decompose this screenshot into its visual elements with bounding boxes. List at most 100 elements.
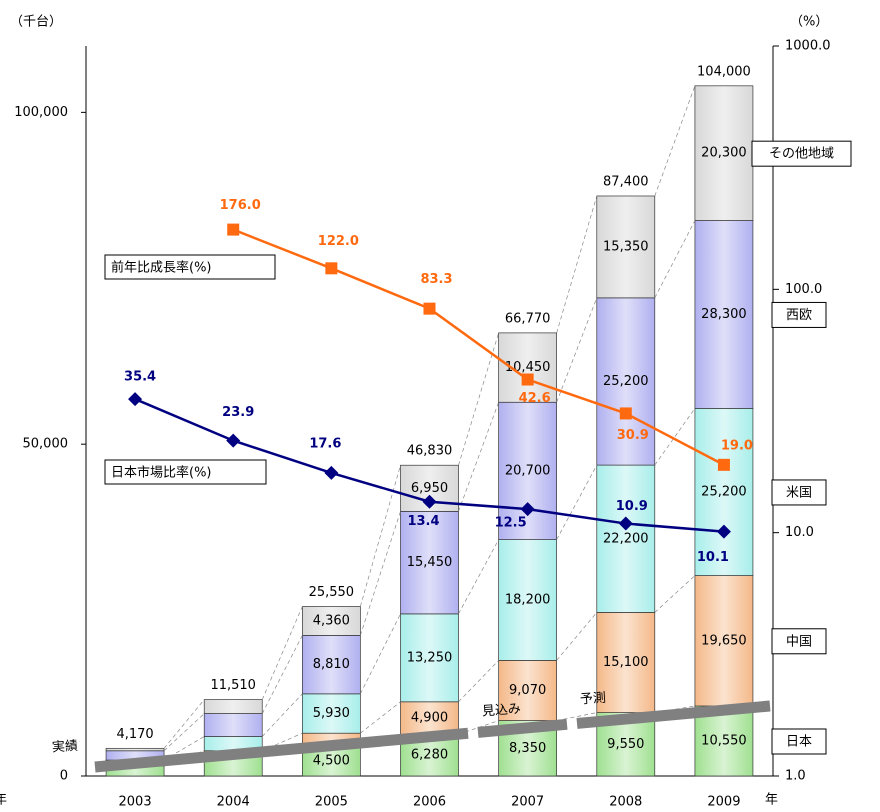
legend-box [771,728,827,755]
bar-value-label: 8,810 [313,657,350,672]
bar-segment [302,693,361,734]
y-tick-label: 0 [60,769,68,784]
total-label: 87,400 [603,174,649,189]
connector [654,85,696,197]
bar-value-label: 4,360 [313,613,350,628]
line-marker [128,392,143,407]
connector [163,713,205,752]
line-value-label: 10.1 [697,550,729,565]
line-value-label: 83.3 [420,272,452,287]
y2-axis-label: （%） [790,15,828,30]
legend-label: 中国 [786,634,812,649]
line-value-label: 13.4 [407,514,439,529]
line-marker [521,373,534,386]
bar-value-label: 4,500 [313,754,350,769]
line-value-label: 23.9 [222,405,254,420]
x-tick-label: 2006 [413,795,446,810]
bar-segment [498,332,557,403]
bar-segment [694,220,754,409]
x-tick-label: 2009 [707,795,740,810]
connector [261,693,303,737]
connector [556,195,598,333]
bar-value-label: 25,200 [701,484,747,499]
bar-value-label: 5,930 [313,706,350,721]
bar-value-label: 6,950 [411,481,448,496]
connector [556,297,598,403]
line-value-label: 17.6 [309,436,341,451]
total-label: 4,170 [116,727,153,742]
bar-value-label: 9,070 [509,683,546,698]
line-marker [226,433,241,448]
connector [360,511,401,636]
bar-value-label: 15,350 [603,239,649,254]
legend-box [771,628,827,655]
bar-value-label: 25,200 [603,374,649,389]
y-tick-label: 100,000 [14,105,68,120]
connector [261,635,303,714]
line-marker [227,223,240,236]
bar-value-label: 6,280 [411,748,448,763]
bar-segment [498,539,557,661]
line-legend-box [104,459,267,485]
connector [360,465,401,607]
x-tick-label: 2004 [217,795,250,810]
bar-value-label: 18,200 [505,593,551,608]
bar-segment [694,85,754,221]
bar-segment [203,713,263,737]
bar-value-label: 8,350 [509,741,546,756]
bar-segment [596,297,656,466]
total-label: 66,770 [505,311,551,326]
line-value-label: 42.6 [519,391,551,406]
connector [556,612,598,661]
bar-segment [596,464,656,613]
line-legend-label: 日本市場比率(%) [111,465,212,481]
y2-tick-label: 100.0 [785,282,822,297]
line-marker [325,262,338,275]
bar-segment [400,701,459,735]
line-marker [716,524,731,539]
total-label: 25,550 [309,585,355,600]
bar-segment [596,612,656,713]
bar-value-label: 9,550 [607,737,644,752]
connector [654,575,696,613]
legend-box [751,140,852,167]
connector [654,220,696,299]
y2-tick-label: 1000.0 [785,39,831,54]
line-marker [324,465,339,480]
y2-tick-label: 10.0 [785,525,814,540]
line-marker [618,516,633,531]
connector [360,701,401,734]
connector [261,606,303,700]
line-marker [717,458,730,471]
timeline-band [94,727,469,773]
connector [654,408,696,466]
legend-box [771,479,827,506]
x-axis-label: 年 [765,793,778,808]
connector [360,613,401,694]
annotation: 実績 [51,738,78,756]
line-legend-label: 前年比成長率(%) [111,260,212,276]
legend-label: 日本 [786,734,812,749]
bar-value-label: 13,250 [407,650,453,665]
bar-value-label: 20,300 [701,146,747,161]
bar-segment [105,747,165,752]
total-label: 46,830 [407,444,453,459]
annotation: 予測 [579,691,606,708]
timeline-band [477,718,568,738]
legend-label: 米国 [786,485,812,500]
line-value-label: 176.0 [220,198,261,213]
line-value-label: 12.5 [495,516,527,531]
total-label: 104,000 [697,64,751,79]
annotation: 見込み [481,702,521,720]
bar-segment [400,613,459,703]
bar-value-label: 28,300 [701,307,747,322]
connector [458,660,499,703]
line-marker [619,407,632,420]
total-label: 11,510 [210,678,256,693]
bar-segment [498,401,557,540]
bar-value-label: 4,900 [411,711,448,726]
line-legend-box [104,254,276,280]
timeline-band [576,700,771,729]
